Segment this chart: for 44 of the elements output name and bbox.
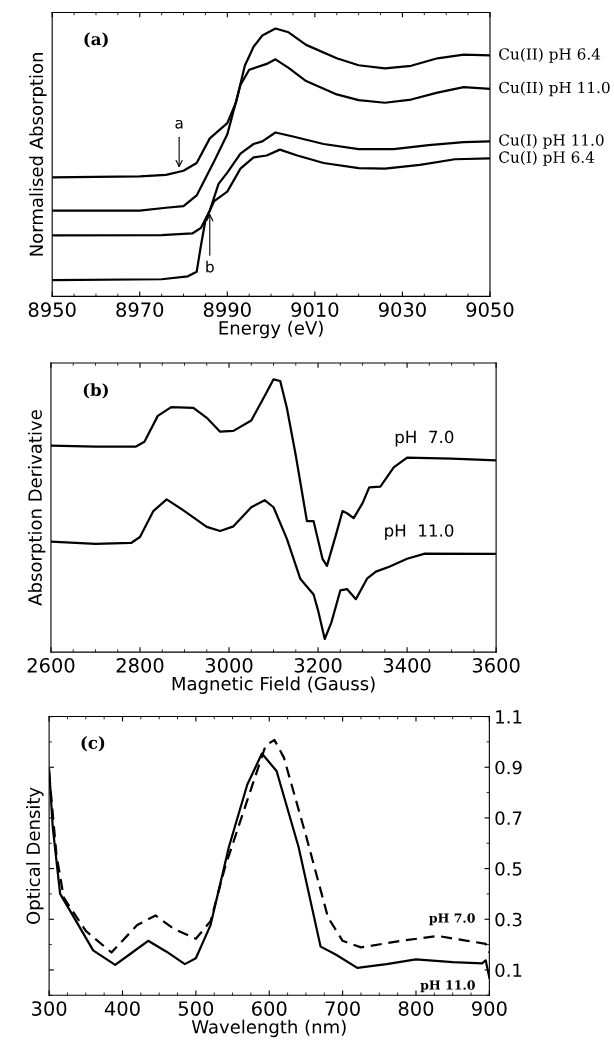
series-label: Cu(I) pH 11.0 <box>499 133 604 149</box>
series-label: Cu(II) pH 6.4 <box>499 47 601 63</box>
annotation: (b) <box>83 383 108 399</box>
x-axis-title: Magnetic Field (Gauss) <box>172 676 375 694</box>
x-tick-label: 700 <box>325 1001 360 1016</box>
y-tick-label: 0.3 <box>495 912 522 927</box>
x-tick-label: 2600 <box>27 657 75 673</box>
series-label: Cu(II) pH 11.0 <box>499 81 610 97</box>
x-tick-label: 8990 <box>203 302 251 318</box>
y-tick-label: 0.9 <box>495 760 522 775</box>
x-axis-title: Wavelength (nm) <box>191 1019 346 1038</box>
x-tick-label: 400 <box>104 1001 140 1016</box>
x-tick-label: 9030 <box>378 302 426 318</box>
x-tick-label: 800 <box>398 1001 434 1016</box>
series-label: pH 11.0 <box>385 524 454 540</box>
series-label: pH 7.0 <box>395 430 454 447</box>
x-tick-label: 8950 <box>28 302 76 318</box>
x-tick-label: 3600 <box>472 657 520 673</box>
x-tick-label: 8970 <box>116 302 164 318</box>
x-tick-label: 600 <box>252 1001 287 1016</box>
x-tick-label: 3000 <box>205 657 253 673</box>
x-tick-label: 500 <box>178 1001 214 1016</box>
y-axis-title: Normalised Absorption <box>29 53 47 256</box>
annotation: a <box>175 119 183 129</box>
series-label: Cu(I) pH 6.4 <box>499 151 595 166</box>
x-axis-title: Energy (eV) <box>219 320 323 339</box>
x-tick-label: 3200 <box>294 657 342 673</box>
x-tick-label: 9050 <box>466 302 514 318</box>
annotation: b <box>206 260 214 273</box>
series-label: pH 11.0 <box>420 980 475 993</box>
annotation: (a) <box>84 32 108 48</box>
y-axis-title: Absorption Derivative <box>27 410 46 606</box>
x-tick-label: 9010 <box>291 302 339 318</box>
x-tick-label: 2800 <box>116 657 164 673</box>
y-tick-label: 1.1 <box>496 710 522 724</box>
x-tick-label: 3400 <box>383 657 431 673</box>
annotation: (c) <box>81 736 105 752</box>
x-tick-label: 300 <box>32 1001 67 1016</box>
y-tick-label: 0.5 <box>495 862 522 876</box>
y-tick-label: 0.7 <box>495 811 522 826</box>
y-axis-title: Optical Density <box>26 787 44 924</box>
y-tick-label: 0.1 <box>495 963 522 978</box>
x-tick-label: 900 <box>472 1001 507 1016</box>
series-label: pH 7.0 <box>429 913 475 926</box>
